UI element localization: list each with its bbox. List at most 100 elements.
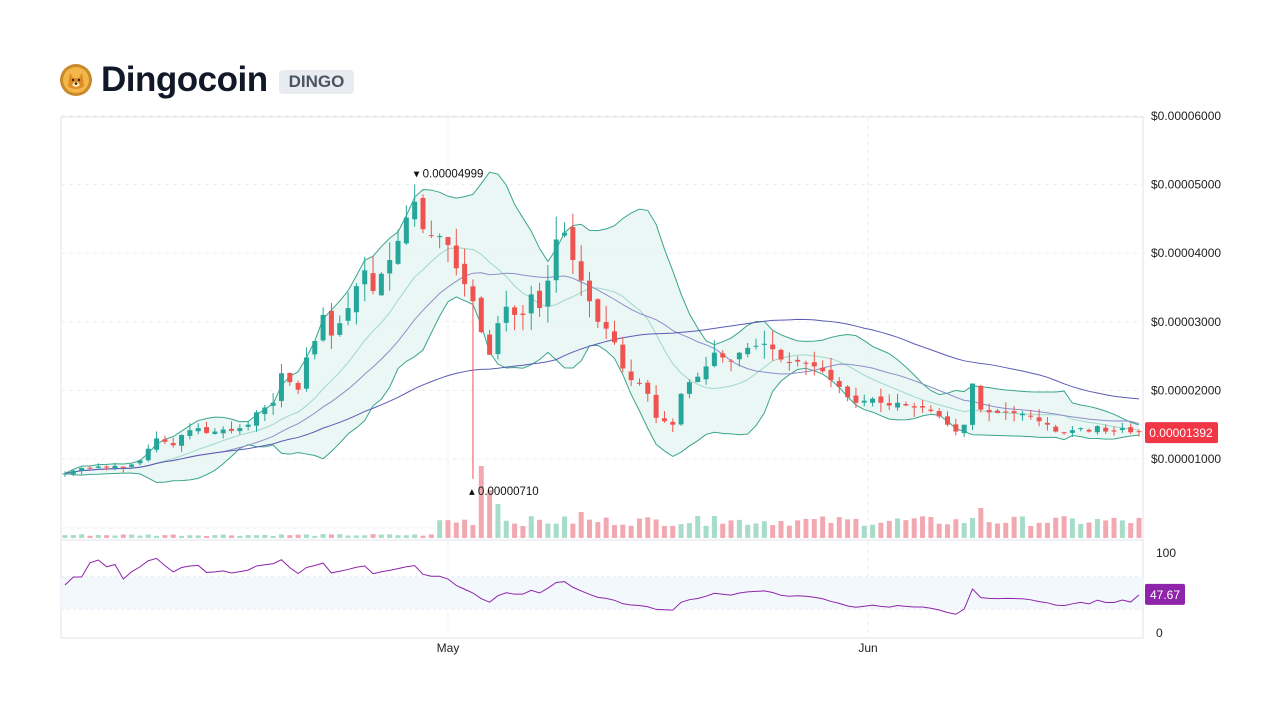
volume-bar bbox=[95, 535, 101, 538]
candle-body bbox=[470, 286, 476, 302]
volume-bar bbox=[370, 534, 376, 538]
volume-bar bbox=[911, 518, 917, 538]
candle-body bbox=[661, 418, 667, 422]
candle-body bbox=[886, 402, 892, 406]
candle-body bbox=[936, 411, 942, 417]
price-tick-label: $0.00004000 bbox=[1151, 246, 1221, 260]
candle-body bbox=[62, 473, 68, 475]
volume-bar bbox=[1069, 518, 1075, 538]
candle-body bbox=[179, 434, 185, 446]
candle-body bbox=[1036, 417, 1042, 422]
volume-bar bbox=[778, 521, 784, 538]
rsi-line bbox=[64, 557, 1140, 615]
rsi-last-label: 47.67 bbox=[1150, 588, 1180, 602]
volume-bar bbox=[986, 522, 992, 538]
candle-body bbox=[487, 334, 493, 355]
rsi-band-fill bbox=[61, 577, 1143, 609]
candle-body bbox=[387, 260, 393, 274]
price-tick-label: $0.00005000 bbox=[1151, 178, 1221, 192]
volume-bar bbox=[845, 519, 851, 538]
candle-body bbox=[204, 427, 210, 433]
candle-body bbox=[1069, 430, 1075, 433]
volume-bar bbox=[195, 535, 201, 538]
volume-bar bbox=[303, 534, 309, 538]
volume-bar bbox=[262, 534, 268, 538]
volume-bar bbox=[653, 519, 659, 538]
volume-bar bbox=[229, 535, 235, 538]
volume-bar bbox=[403, 535, 409, 538]
chart-grid bbox=[60, 115, 1144, 639]
annotations: ▾ 0.00004999 ▴ 0.00000710 bbox=[414, 169, 539, 498]
candle-body bbox=[220, 429, 226, 434]
volume-bar bbox=[720, 523, 726, 538]
volume-bar bbox=[420, 535, 426, 538]
candle-body bbox=[628, 371, 634, 381]
volume-bar bbox=[545, 523, 551, 538]
candle-body bbox=[1019, 413, 1025, 416]
candle-body bbox=[112, 465, 118, 469]
high-annotation: ▾ 0.00004999 bbox=[414, 169, 484, 181]
candle-body bbox=[328, 310, 334, 336]
candle-body bbox=[370, 273, 376, 291]
volume-bar bbox=[886, 520, 892, 538]
volume-bar bbox=[861, 525, 867, 538]
low-annotation: ▴ 0.00000710 bbox=[469, 486, 539, 498]
volume-bar bbox=[387, 534, 393, 538]
bollinger-fill bbox=[65, 172, 1139, 483]
volume-bar bbox=[1086, 522, 1092, 538]
candle-body bbox=[570, 227, 576, 261]
candle-body bbox=[245, 424, 251, 427]
candle-body bbox=[420, 197, 426, 230]
volume-bar bbox=[378, 534, 384, 538]
volume-bar bbox=[1003, 522, 1009, 538]
candle-body bbox=[969, 383, 975, 425]
volume-bar bbox=[503, 520, 509, 538]
volume-bar bbox=[711, 516, 717, 538]
dingocoin-logo-icon bbox=[60, 64, 92, 96]
volume-bar bbox=[237, 535, 243, 538]
price-tick-label: $0.00003000 bbox=[1151, 315, 1221, 329]
candle-body bbox=[287, 372, 293, 383]
candle-body bbox=[836, 381, 842, 387]
volume-bar bbox=[537, 519, 543, 538]
candle-body bbox=[603, 322, 609, 329]
volume-bar bbox=[920, 516, 926, 538]
volume-bar bbox=[395, 535, 401, 538]
candle-body bbox=[828, 369, 834, 381]
candle-body bbox=[1136, 431, 1142, 433]
volume-bar bbox=[1044, 522, 1050, 538]
candle-body bbox=[611, 331, 617, 343]
volume-bar bbox=[978, 508, 984, 538]
candle-body bbox=[1044, 422, 1050, 425]
candle-body bbox=[295, 382, 301, 390]
volume-bar bbox=[895, 518, 901, 538]
volume-bar bbox=[487, 490, 493, 538]
candle-body bbox=[645, 382, 651, 394]
volume-bar bbox=[961, 523, 967, 538]
volume-bar bbox=[770, 525, 776, 538]
candle-body bbox=[703, 366, 709, 380]
volume-bar bbox=[328, 534, 334, 538]
volume-bar bbox=[1136, 517, 1142, 538]
candle-body bbox=[786, 361, 792, 363]
volume-bar bbox=[1119, 520, 1125, 538]
candle-body bbox=[104, 466, 110, 468]
candle-body bbox=[428, 235, 434, 237]
candle-body bbox=[503, 306, 509, 323]
candle-body bbox=[878, 396, 884, 403]
volume-bar bbox=[611, 525, 617, 538]
candle-body bbox=[920, 406, 926, 408]
rsi-tick-label: 0 bbox=[1156, 626, 1163, 640]
ma-long bbox=[64, 318, 1140, 474]
volume-bar bbox=[745, 524, 751, 538]
volume-bar bbox=[104, 535, 110, 538]
candle-body bbox=[578, 261, 584, 281]
volume-bar bbox=[253, 535, 259, 538]
candle-body bbox=[728, 360, 734, 362]
volume-bar bbox=[811, 519, 817, 538]
candle-body bbox=[79, 467, 85, 471]
candle-body bbox=[820, 367, 826, 372]
candle-body bbox=[595, 299, 601, 322]
candle-body bbox=[1094, 426, 1100, 433]
